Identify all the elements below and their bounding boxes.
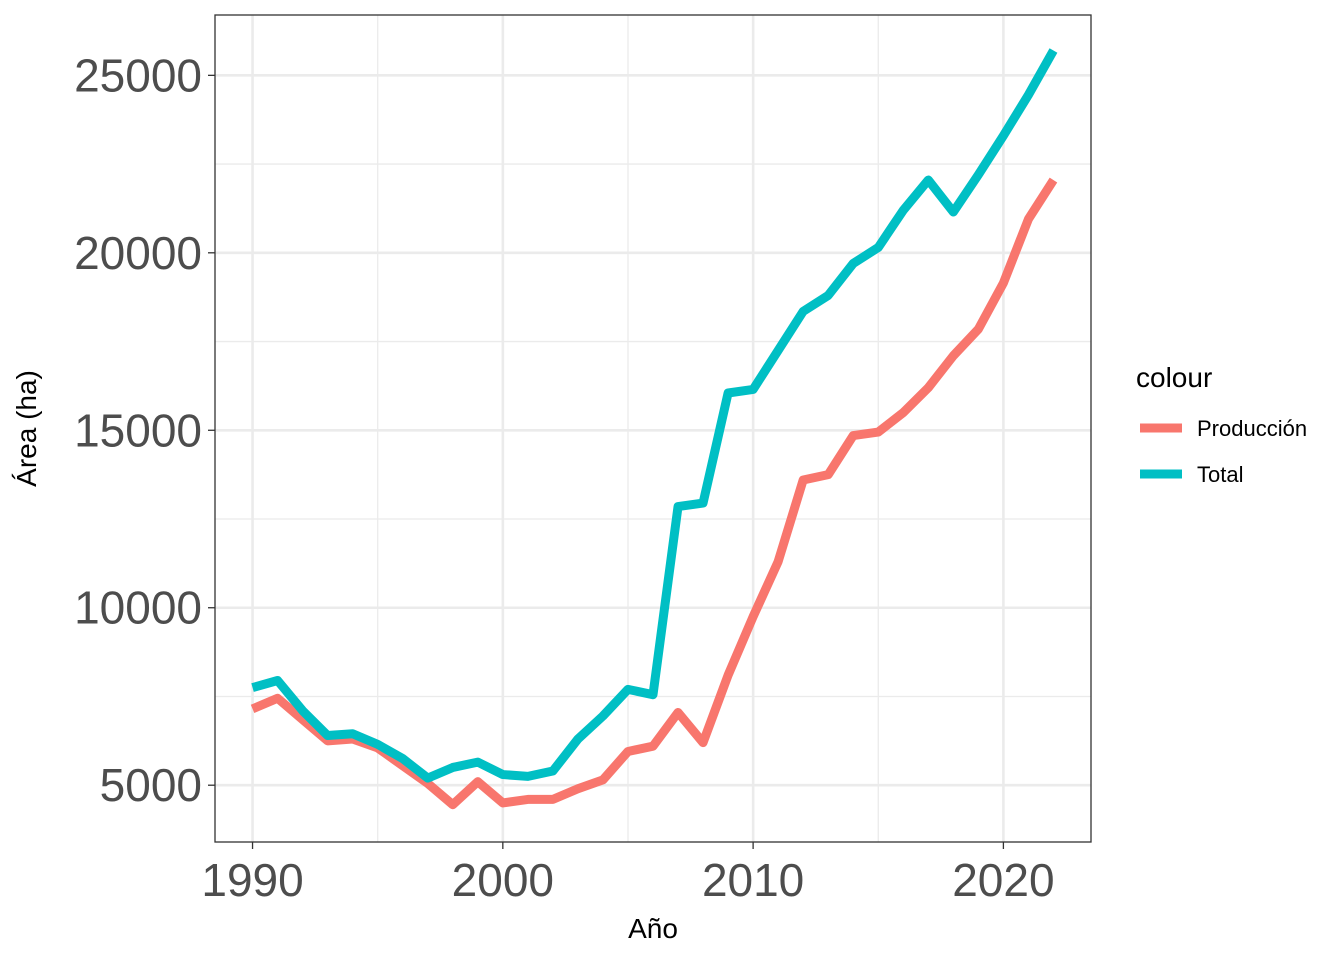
legend-items: Producción Total	[1140, 416, 1307, 487]
y-tick-label: 10000	[74, 582, 202, 634]
legend-label-total: Total	[1197, 462, 1243, 487]
panel-border	[214, 14, 1092, 843]
legend-title: colour	[1136, 362, 1212, 393]
x-tick-label: 2010	[702, 854, 804, 906]
y-axis: 5000 10000 15000 20000 25000	[74, 49, 215, 811]
series-line-total	[251, 48, 1058, 783]
series-lines	[250, 48, 1058, 810]
y-tick-label: 15000	[74, 404, 202, 456]
y-axis-title: Área (ha)	[11, 370, 42, 487]
x-tick-label: 2000	[452, 854, 554, 906]
y-tick-label: 20000	[74, 227, 202, 279]
x-axis: 1990 2000 2010 2020	[201, 842, 1055, 906]
y-tick-label: 5000	[100, 759, 202, 811]
x-axis-title: Año	[628, 913, 678, 944]
major-gridlines	[215, 15, 1091, 842]
y-tick-label: 25000	[74, 49, 202, 101]
x-tick-label: 2020	[952, 854, 1054, 906]
x-tick-label: 1990	[201, 854, 303, 906]
legend-label-producci-n: Producción	[1197, 416, 1307, 441]
legend: colour Producción Total	[1136, 362, 1307, 487]
